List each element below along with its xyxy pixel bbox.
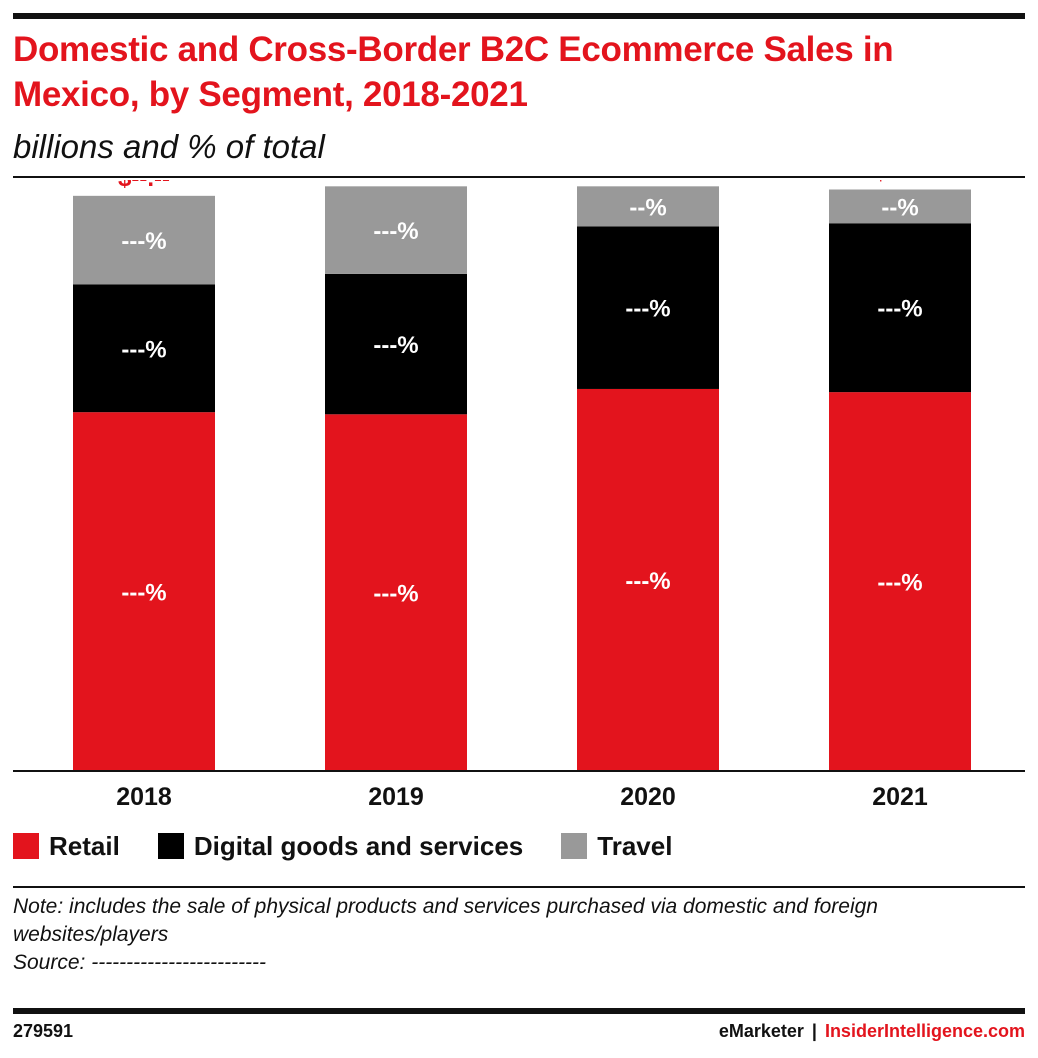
x-tick-label-2020: 2020 <box>620 783 676 811</box>
data-label-digital-goods-2020: ---% <box>625 296 670 323</box>
bar-digital-goods-2020 <box>577 226 719 389</box>
bar-retail-2019 <box>325 414 467 771</box>
bar-retail-2020 <box>577 388 719 771</box>
brand-insider-intelligence: InsiderIntelligence.com <box>824 1021 1025 1041</box>
x-tick-label-2021: 2021 <box>872 783 928 811</box>
top-rule <box>13 13 1025 19</box>
total-label-2018: $--.-- <box>118 180 170 192</box>
x-tick-label-2019: 2019 <box>368 783 424 811</box>
chart-id: 279591 <box>13 1021 74 1041</box>
data-label-digital-goods-2018: ---% <box>121 336 166 363</box>
total-label-2019: $--.-- <box>370 180 422 182</box>
chart-subtitle: billions and % of total <box>13 128 325 165</box>
bar-travel-2020 <box>577 186 719 227</box>
chart-note: Note: includes the sale of physical prod… <box>13 893 1025 977</box>
data-label-digital-goods-2021: ---% <box>877 296 922 323</box>
brand-separator: | <box>811 1021 817 1041</box>
chart-legend: Retail Digital goods and services Travel <box>13 828 710 864</box>
legend-swatch-travel <box>561 833 588 859</box>
legend-swatch-digital-goods <box>157 833 184 859</box>
x-tick-label-2018: 2018 <box>116 783 172 811</box>
brand-emarketer: eMarketer <box>718 1021 804 1041</box>
data-label-digital-goods-2019: ---% <box>373 332 418 359</box>
data-label-travel-2019: ---% <box>373 218 418 245</box>
note-text: Note: includes the sale of physical prod… <box>13 895 878 946</box>
bar-digital-goods-2021 <box>829 223 971 393</box>
bar-travel-2018 <box>73 195 215 285</box>
data-label-travel-2018: ---% <box>121 228 166 255</box>
note-rule <box>13 886 1025 888</box>
data-label-retail-2019: ---% <box>373 581 418 608</box>
brand-credit: eMarketer | InsiderIntelligence.com <box>719 1021 1025 1042</box>
legend-label-retail: Retail <box>49 830 120 861</box>
chart-title: Domestic and Cross-Border B2C Ecommerce … <box>13 30 894 114</box>
data-label-retail-2020: ---% <box>625 568 670 595</box>
legend-swatch-retail <box>13 833 39 859</box>
bar-retail-2021 <box>829 392 971 771</box>
legend-item-travel: Travel <box>561 831 672 862</box>
bar-travel-2021 <box>829 189 971 224</box>
bar-travel-2019 <box>325 186 467 274</box>
bar-digital-goods-2019 <box>325 273 467 415</box>
bottom-rule <box>13 1008 1025 1014</box>
data-label-travel-2021: --% <box>881 194 918 221</box>
stacked-bar-chart: ---% ---% ---% $--.-- 2018 ---% ---% ---% $--.--… <box>13 180 1025 811</box>
bar-retail-2018 <box>73 412 215 771</box>
source-text: Source: ------------------------- <box>13 951 267 974</box>
total-label-2021: $--.-- <box>874 180 926 185</box>
legend-item-digital-goods: Digital goods and services <box>157 830 524 862</box>
data-label-retail-2021: ---% <box>877 570 922 597</box>
subtitle-rule <box>13 176 1025 178</box>
legend-label-travel: Travel <box>597 830 673 861</box>
legend-item-retail: Retail <box>13 831 120 862</box>
bar-digital-goods-2018 <box>73 284 215 413</box>
legend-label-digital-goods: Digital goods and services <box>193 830 524 861</box>
total-label-2020: $--.-- <box>622 180 674 182</box>
data-label-travel-2020: --% <box>629 194 666 221</box>
data-label-retail-2018: ---% <box>121 580 166 607</box>
